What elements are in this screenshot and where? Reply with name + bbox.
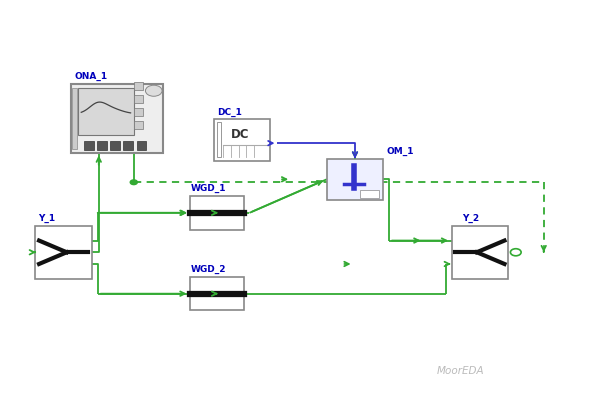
Bar	[137, 141, 146, 150]
Bar	[452, 226, 508, 279]
Bar	[71, 84, 163, 153]
Bar	[327, 158, 383, 200]
Bar	[214, 119, 270, 160]
Text: WGD_2: WGD_2	[191, 265, 227, 274]
Text: DC: DC	[231, 128, 249, 141]
Text: WGD_1: WGD_1	[191, 184, 227, 194]
Circle shape	[130, 180, 137, 185]
Text: MoorEDA: MoorEDA	[437, 366, 484, 376]
Bar	[134, 108, 143, 116]
Text: Y_1: Y_1	[38, 214, 56, 223]
Bar	[35, 226, 92, 279]
Bar	[78, 88, 134, 135]
Bar	[84, 141, 94, 150]
Text: DC_1: DC_1	[217, 108, 242, 116]
Circle shape	[145, 85, 162, 96]
Bar	[359, 190, 379, 198]
Bar	[134, 82, 143, 90]
Bar	[124, 141, 133, 150]
Text: ONA_1: ONA_1	[74, 72, 107, 81]
Bar	[73, 88, 77, 149]
Bar	[190, 277, 244, 310]
Bar	[134, 121, 143, 129]
Bar	[97, 141, 107, 150]
Bar	[134, 95, 143, 102]
Bar	[217, 122, 221, 157]
Text: Y_2: Y_2	[462, 214, 479, 223]
Bar	[110, 141, 120, 150]
Text: OM_1: OM_1	[386, 147, 413, 156]
Bar	[190, 196, 244, 230]
